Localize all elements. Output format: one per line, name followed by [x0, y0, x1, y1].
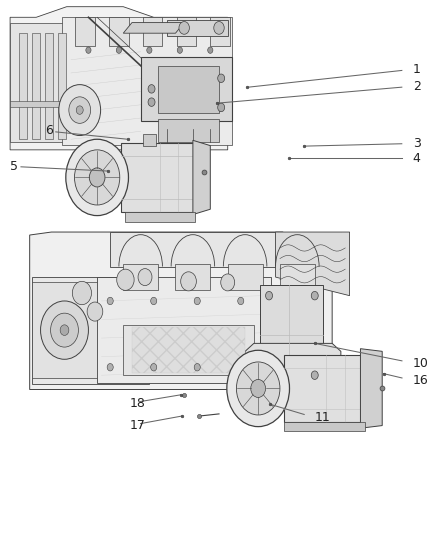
Circle shape: [208, 47, 213, 53]
Polygon shape: [125, 212, 195, 222]
Circle shape: [147, 47, 152, 53]
Circle shape: [86, 47, 91, 53]
Circle shape: [194, 297, 200, 305]
Text: 16: 16: [413, 374, 428, 387]
Circle shape: [265, 371, 272, 379]
Circle shape: [60, 325, 69, 335]
Circle shape: [50, 313, 78, 347]
Circle shape: [221, 274, 235, 291]
Circle shape: [251, 379, 265, 398]
Polygon shape: [32, 282, 97, 378]
Polygon shape: [10, 22, 67, 142]
Bar: [58, 33, 66, 139]
Bar: [10, 101, 67, 108]
Bar: [143, 17, 162, 46]
Text: 5: 5: [10, 160, 18, 173]
Polygon shape: [121, 143, 197, 212]
Polygon shape: [97, 277, 271, 383]
Polygon shape: [158, 66, 219, 113]
Bar: [75, 17, 95, 46]
Circle shape: [177, 47, 183, 53]
Bar: [45, 33, 53, 139]
Polygon shape: [62, 17, 232, 144]
Circle shape: [151, 364, 157, 371]
Circle shape: [59, 85, 101, 135]
Bar: [210, 17, 230, 46]
Circle shape: [69, 97, 91, 123]
Circle shape: [148, 98, 155, 107]
Text: 6: 6: [45, 124, 53, 138]
Circle shape: [74, 150, 120, 205]
Circle shape: [107, 297, 113, 305]
Text: 3: 3: [413, 137, 420, 150]
Text: 4: 4: [413, 152, 420, 165]
Bar: [280, 264, 315, 290]
Bar: [132, 327, 245, 373]
Circle shape: [218, 103, 225, 112]
Circle shape: [238, 297, 244, 305]
Polygon shape: [276, 232, 350, 296]
Polygon shape: [193, 140, 210, 215]
Polygon shape: [141, 57, 232, 120]
Circle shape: [76, 106, 83, 114]
Polygon shape: [32, 277, 149, 384]
Bar: [19, 33, 27, 139]
Polygon shape: [30, 232, 332, 390]
Circle shape: [227, 350, 290, 426]
Circle shape: [311, 371, 318, 379]
Polygon shape: [123, 325, 254, 375]
Bar: [177, 17, 196, 46]
Polygon shape: [284, 422, 365, 431]
Circle shape: [72, 281, 92, 305]
Circle shape: [218, 74, 225, 83]
Circle shape: [148, 85, 155, 93]
Circle shape: [265, 292, 272, 300]
Polygon shape: [158, 119, 219, 142]
Polygon shape: [284, 355, 365, 422]
Polygon shape: [360, 349, 382, 428]
Circle shape: [179, 21, 189, 34]
Circle shape: [194, 364, 200, 371]
Polygon shape: [167, 20, 228, 36]
Circle shape: [66, 139, 128, 216]
Circle shape: [87, 302, 103, 321]
Circle shape: [89, 168, 105, 187]
Circle shape: [117, 269, 134, 290]
Bar: [32, 33, 40, 139]
Bar: [143, 134, 156, 146]
Text: 2: 2: [413, 80, 420, 93]
Circle shape: [116, 47, 121, 53]
Circle shape: [151, 297, 157, 305]
Polygon shape: [110, 232, 341, 266]
Bar: [123, 264, 158, 290]
Text: 1: 1: [413, 63, 420, 76]
Circle shape: [237, 362, 280, 415]
Text: 17: 17: [130, 419, 146, 432]
Polygon shape: [10, 7, 228, 150]
Circle shape: [41, 301, 88, 359]
Bar: [176, 264, 210, 290]
Text: 10: 10: [413, 357, 428, 369]
Text: 18: 18: [130, 397, 146, 410]
Circle shape: [138, 269, 152, 286]
Polygon shape: [260, 285, 323, 384]
Circle shape: [107, 364, 113, 371]
Circle shape: [311, 292, 318, 300]
Polygon shape: [123, 22, 184, 33]
Circle shape: [181, 272, 196, 291]
Circle shape: [214, 21, 224, 34]
Circle shape: [238, 364, 244, 371]
Text: 11: 11: [315, 411, 331, 424]
Bar: [109, 17, 129, 46]
Polygon shape: [245, 343, 341, 390]
Bar: [228, 264, 262, 290]
